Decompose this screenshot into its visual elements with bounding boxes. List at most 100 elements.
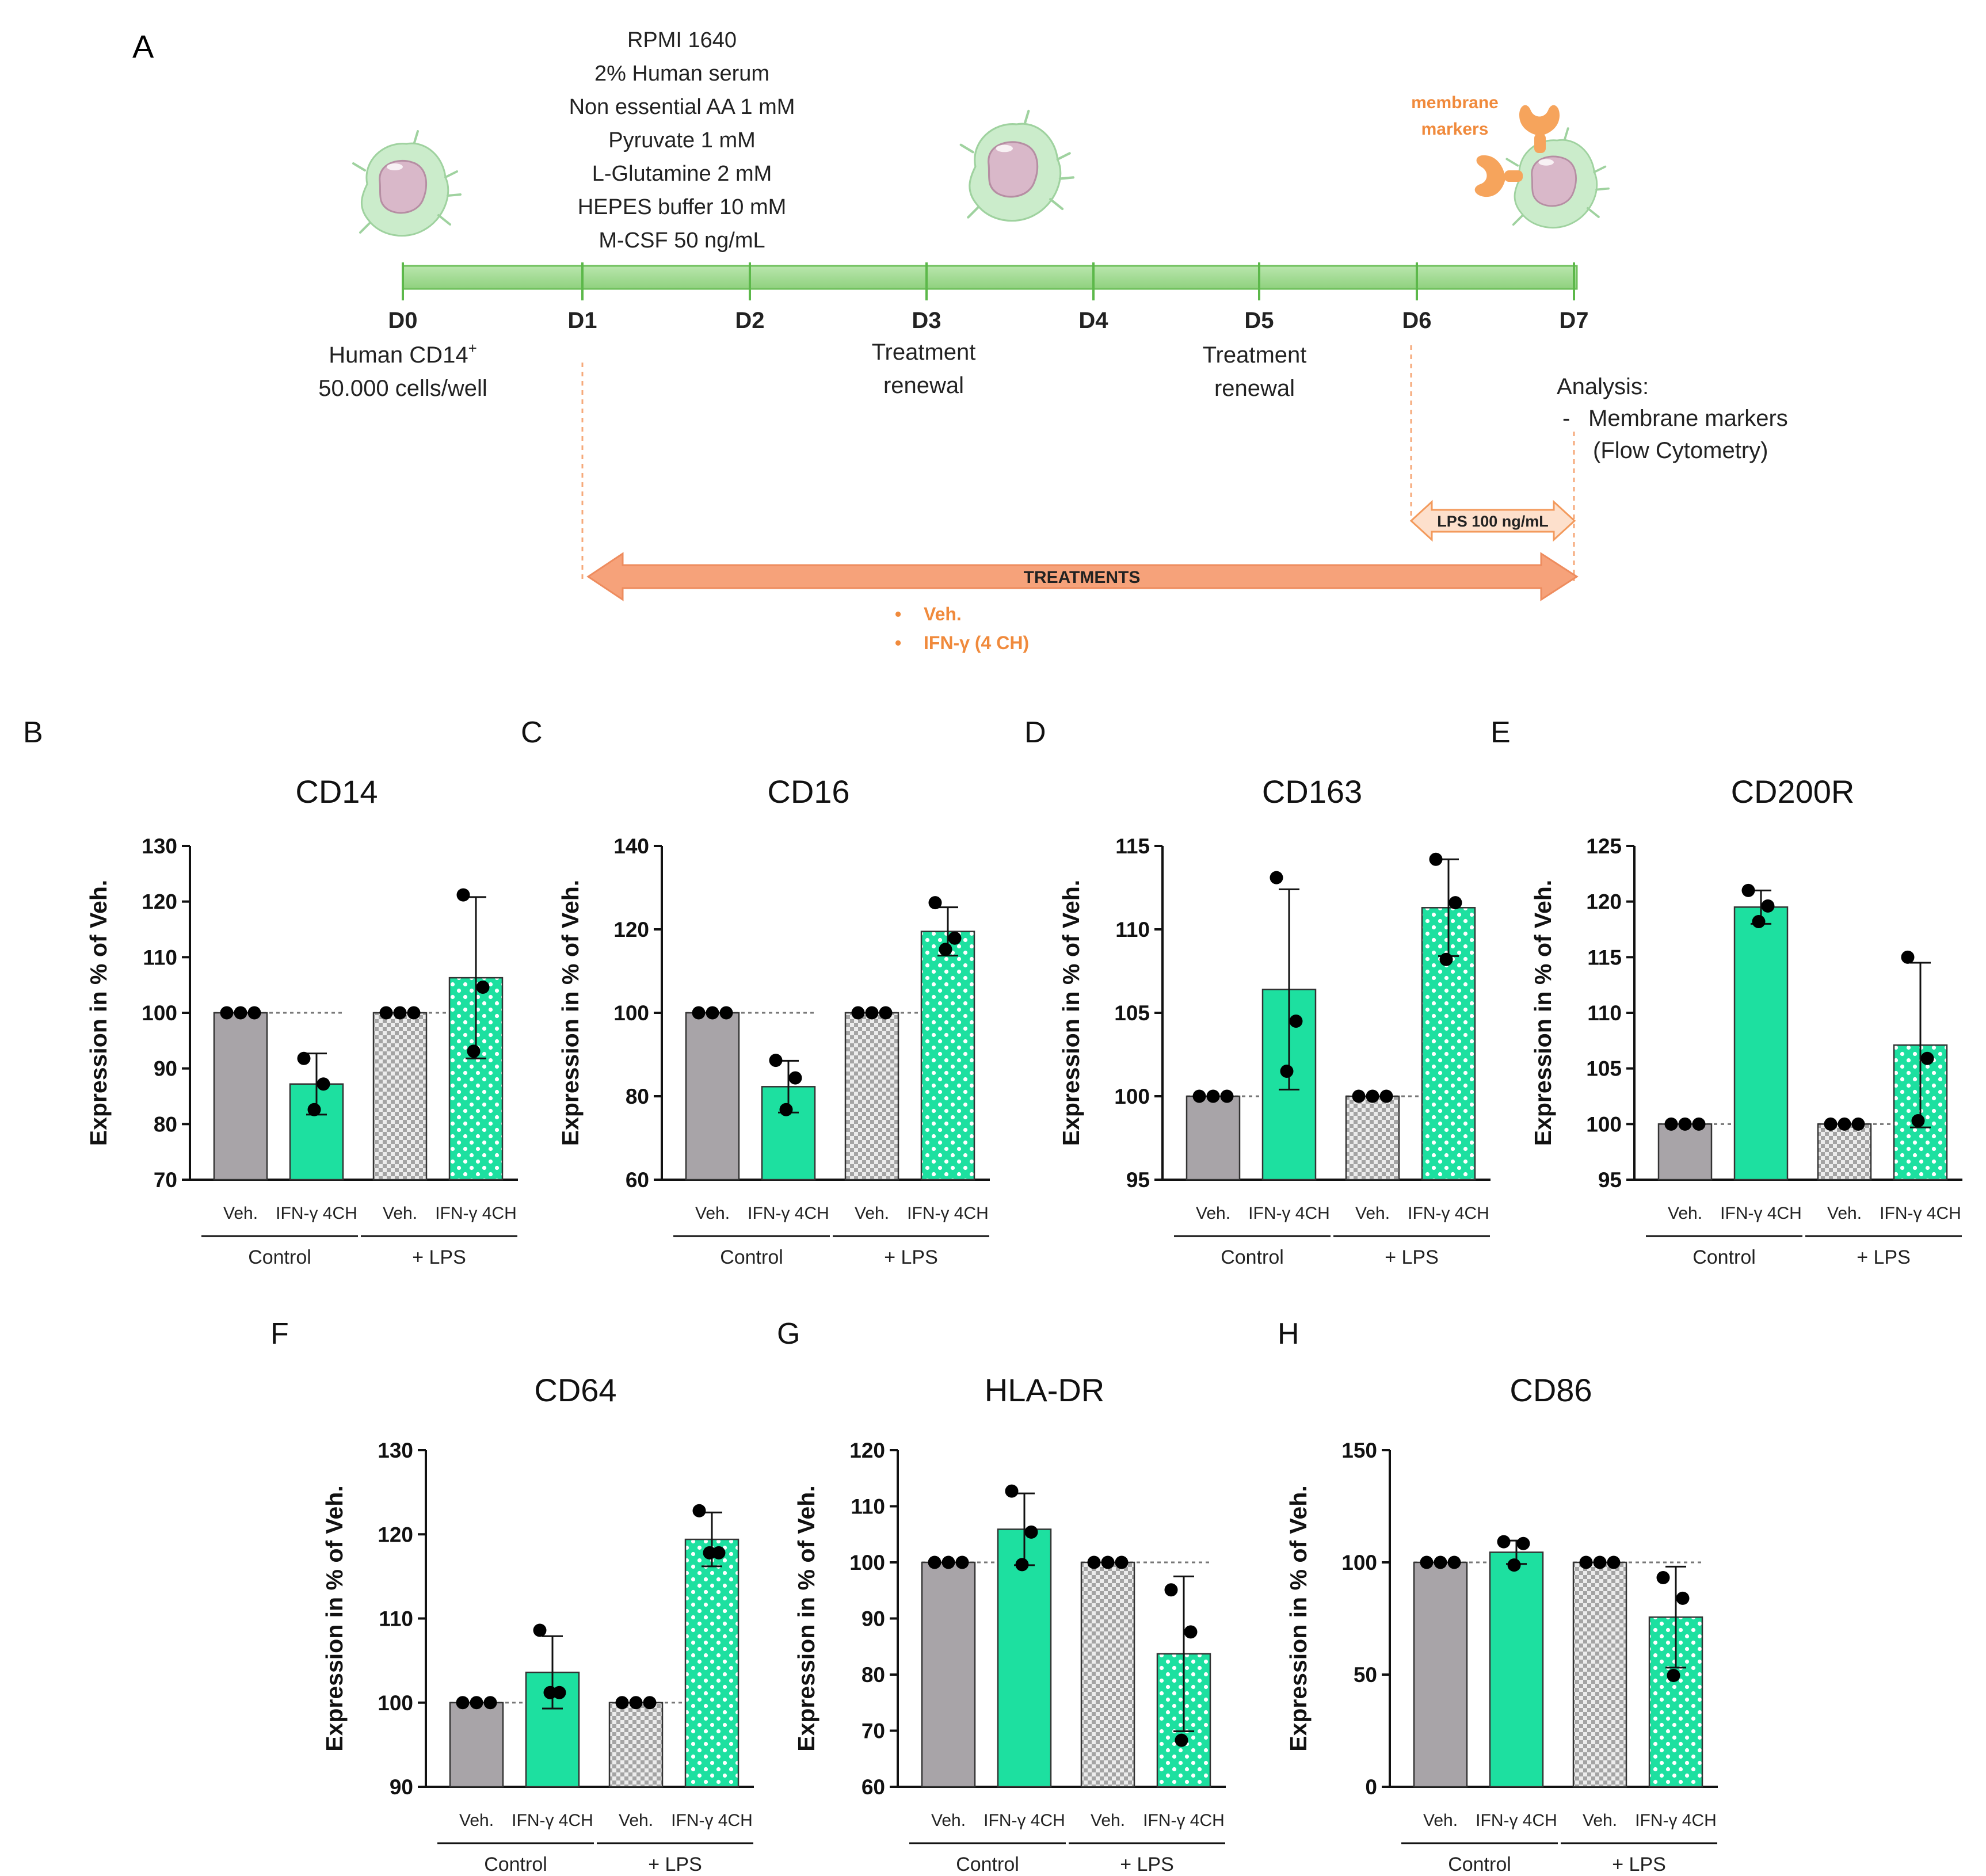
chart-hla-dr: G HLA-DR Expression in % of Veh. 60 70 80 90 10… [777, 1317, 1226, 1875]
data-point [1593, 1555, 1607, 1569]
data-point [941, 1555, 955, 1569]
data-point [643, 1696, 657, 1710]
data-point [788, 1071, 802, 1085]
chart-title: CD16 [767, 773, 849, 810]
y-tick-label: 120 [849, 1439, 885, 1462]
monocyte-cell-icon [352, 130, 462, 237]
y-tick-label: 115 [1587, 945, 1622, 969]
data-point [1015, 1558, 1029, 1572]
y-tick-label: 110 [1115, 918, 1150, 941]
bar-1 [685, 1012, 740, 1181]
y-tick-label: 110 [851, 1495, 885, 1519]
y-tick-label: 95 [1598, 1168, 1622, 1192]
group-label: Control [1693, 1246, 1756, 1268]
data-point [615, 1696, 629, 1710]
data-point [1366, 1089, 1379, 1103]
chart-title: CD64 [534, 1372, 616, 1408]
y-tick-label: 80 [862, 1663, 885, 1687]
timeline-day-D0: D0 [388, 308, 417, 333]
y-tick-label: 100 [849, 1551, 885, 1574]
panel-letter: D [1024, 716, 1046, 749]
bar-1 [1185, 1095, 1241, 1181]
data-point [1184, 1625, 1198, 1639]
data-point [1164, 1583, 1178, 1597]
bar-3 [1817, 1123, 1872, 1181]
x-category-label: IFN-γ 4CH [1635, 1811, 1717, 1830]
x-category-label: Veh. [855, 1204, 889, 1223]
data-point [1656, 1571, 1670, 1585]
x-category-label: IFN-γ 4CH [907, 1204, 989, 1223]
data-point [470, 1696, 483, 1710]
data-point [1289, 1015, 1303, 1028]
y-tick-label: 120 [142, 890, 177, 914]
data-point [1192, 1089, 1206, 1103]
data-point [476, 981, 490, 994]
medium-line-6: HEPES buffer 10 mM [578, 195, 787, 219]
data-point [483, 1696, 497, 1710]
x-category-label: IFN-γ 4CH [1880, 1204, 1961, 1223]
bullet-dot-1: • [895, 604, 901, 624]
group-label: + LPS [648, 1854, 702, 1873]
data-point [1851, 1117, 1865, 1131]
data-point [1667, 1669, 1680, 1683]
x-category-label: Veh. [223, 1204, 258, 1223]
data-point [703, 1546, 716, 1559]
bar-4 [448, 977, 504, 1181]
medium-line-4: Pyruvate 1 mM [608, 128, 756, 152]
data-point [1175, 1733, 1188, 1747]
differentiating-cell-icon [961, 111, 1073, 221]
treatment-veh: Veh. [924, 604, 962, 624]
data-point [1824, 1117, 1838, 1131]
d0-cell-density: 50.000 cells/well [318, 376, 487, 401]
y-tick-label: 105 [1586, 1057, 1622, 1081]
data-point [629, 1696, 643, 1710]
y-tick-label: 120 [613, 918, 649, 941]
panel-letter: C [521, 716, 543, 749]
data-point [1516, 1536, 1530, 1550]
y-tick-label: 105 [1114, 1001, 1150, 1025]
chart-title: CD86 [1509, 1372, 1592, 1408]
y-tick-label: 120 [378, 1523, 413, 1546]
data-point [1429, 852, 1443, 866]
data-point [1901, 950, 1915, 964]
y-tick-label: 60 [626, 1168, 649, 1192]
data-point [948, 931, 962, 945]
bar-3 [372, 1012, 428, 1181]
y-tick-label: 110 [379, 1607, 413, 1631]
data-point [1752, 914, 1766, 928]
data-point [928, 1555, 941, 1569]
timeline-ticks [402, 262, 1575, 300]
chart-title: CD200R [1731, 773, 1855, 810]
y-tick-label: 100 [613, 1001, 649, 1025]
data-point [1447, 1555, 1461, 1569]
x-category-label: Veh. [1355, 1204, 1390, 1223]
medium-line-3: Non essential AA 1 mM [569, 95, 795, 119]
panel-letter: H [1278, 1317, 1299, 1351]
data-point [317, 1077, 330, 1091]
chart-cd200r: E CD200R Expression in % of Veh. 95 100 105 11… [1491, 716, 1962, 1268]
data-point [1087, 1555, 1101, 1569]
data-point [1676, 1591, 1690, 1605]
x-category-label: Veh. [459, 1811, 494, 1830]
x-category-label: Veh. [1091, 1811, 1125, 1830]
d3-note-line1: Treatment [872, 340, 976, 365]
x-category-label: IFN-γ 4CH [435, 1204, 517, 1223]
group-label: + LPS [1612, 1854, 1666, 1873]
x-category-label: Veh. [1583, 1811, 1617, 1830]
x-category-label: IFN-γ 4CH [276, 1204, 357, 1223]
analysis-dash: - [1562, 406, 1570, 431]
data-point [1911, 1114, 1925, 1128]
x-category-label: IFN-γ 4CH [1720, 1204, 1802, 1223]
y-axis-label: Expression in % of Veh. [557, 880, 584, 1146]
data-point [1761, 899, 1775, 913]
group-label: + LPS [1120, 1854, 1174, 1873]
data-point [1439, 952, 1453, 966]
group-label: + LPS [412, 1246, 466, 1268]
data-point [1352, 1089, 1366, 1103]
x-category-label: IFN-γ 4CH [671, 1811, 753, 1830]
bar-1 [213, 1012, 268, 1181]
x-category-label: Veh. [619, 1811, 653, 1830]
lps-arrow-label: LPS 100 ng/mL [1437, 513, 1549, 530]
treatment-ifn: IFN-γ (4 CH) [924, 632, 1029, 653]
